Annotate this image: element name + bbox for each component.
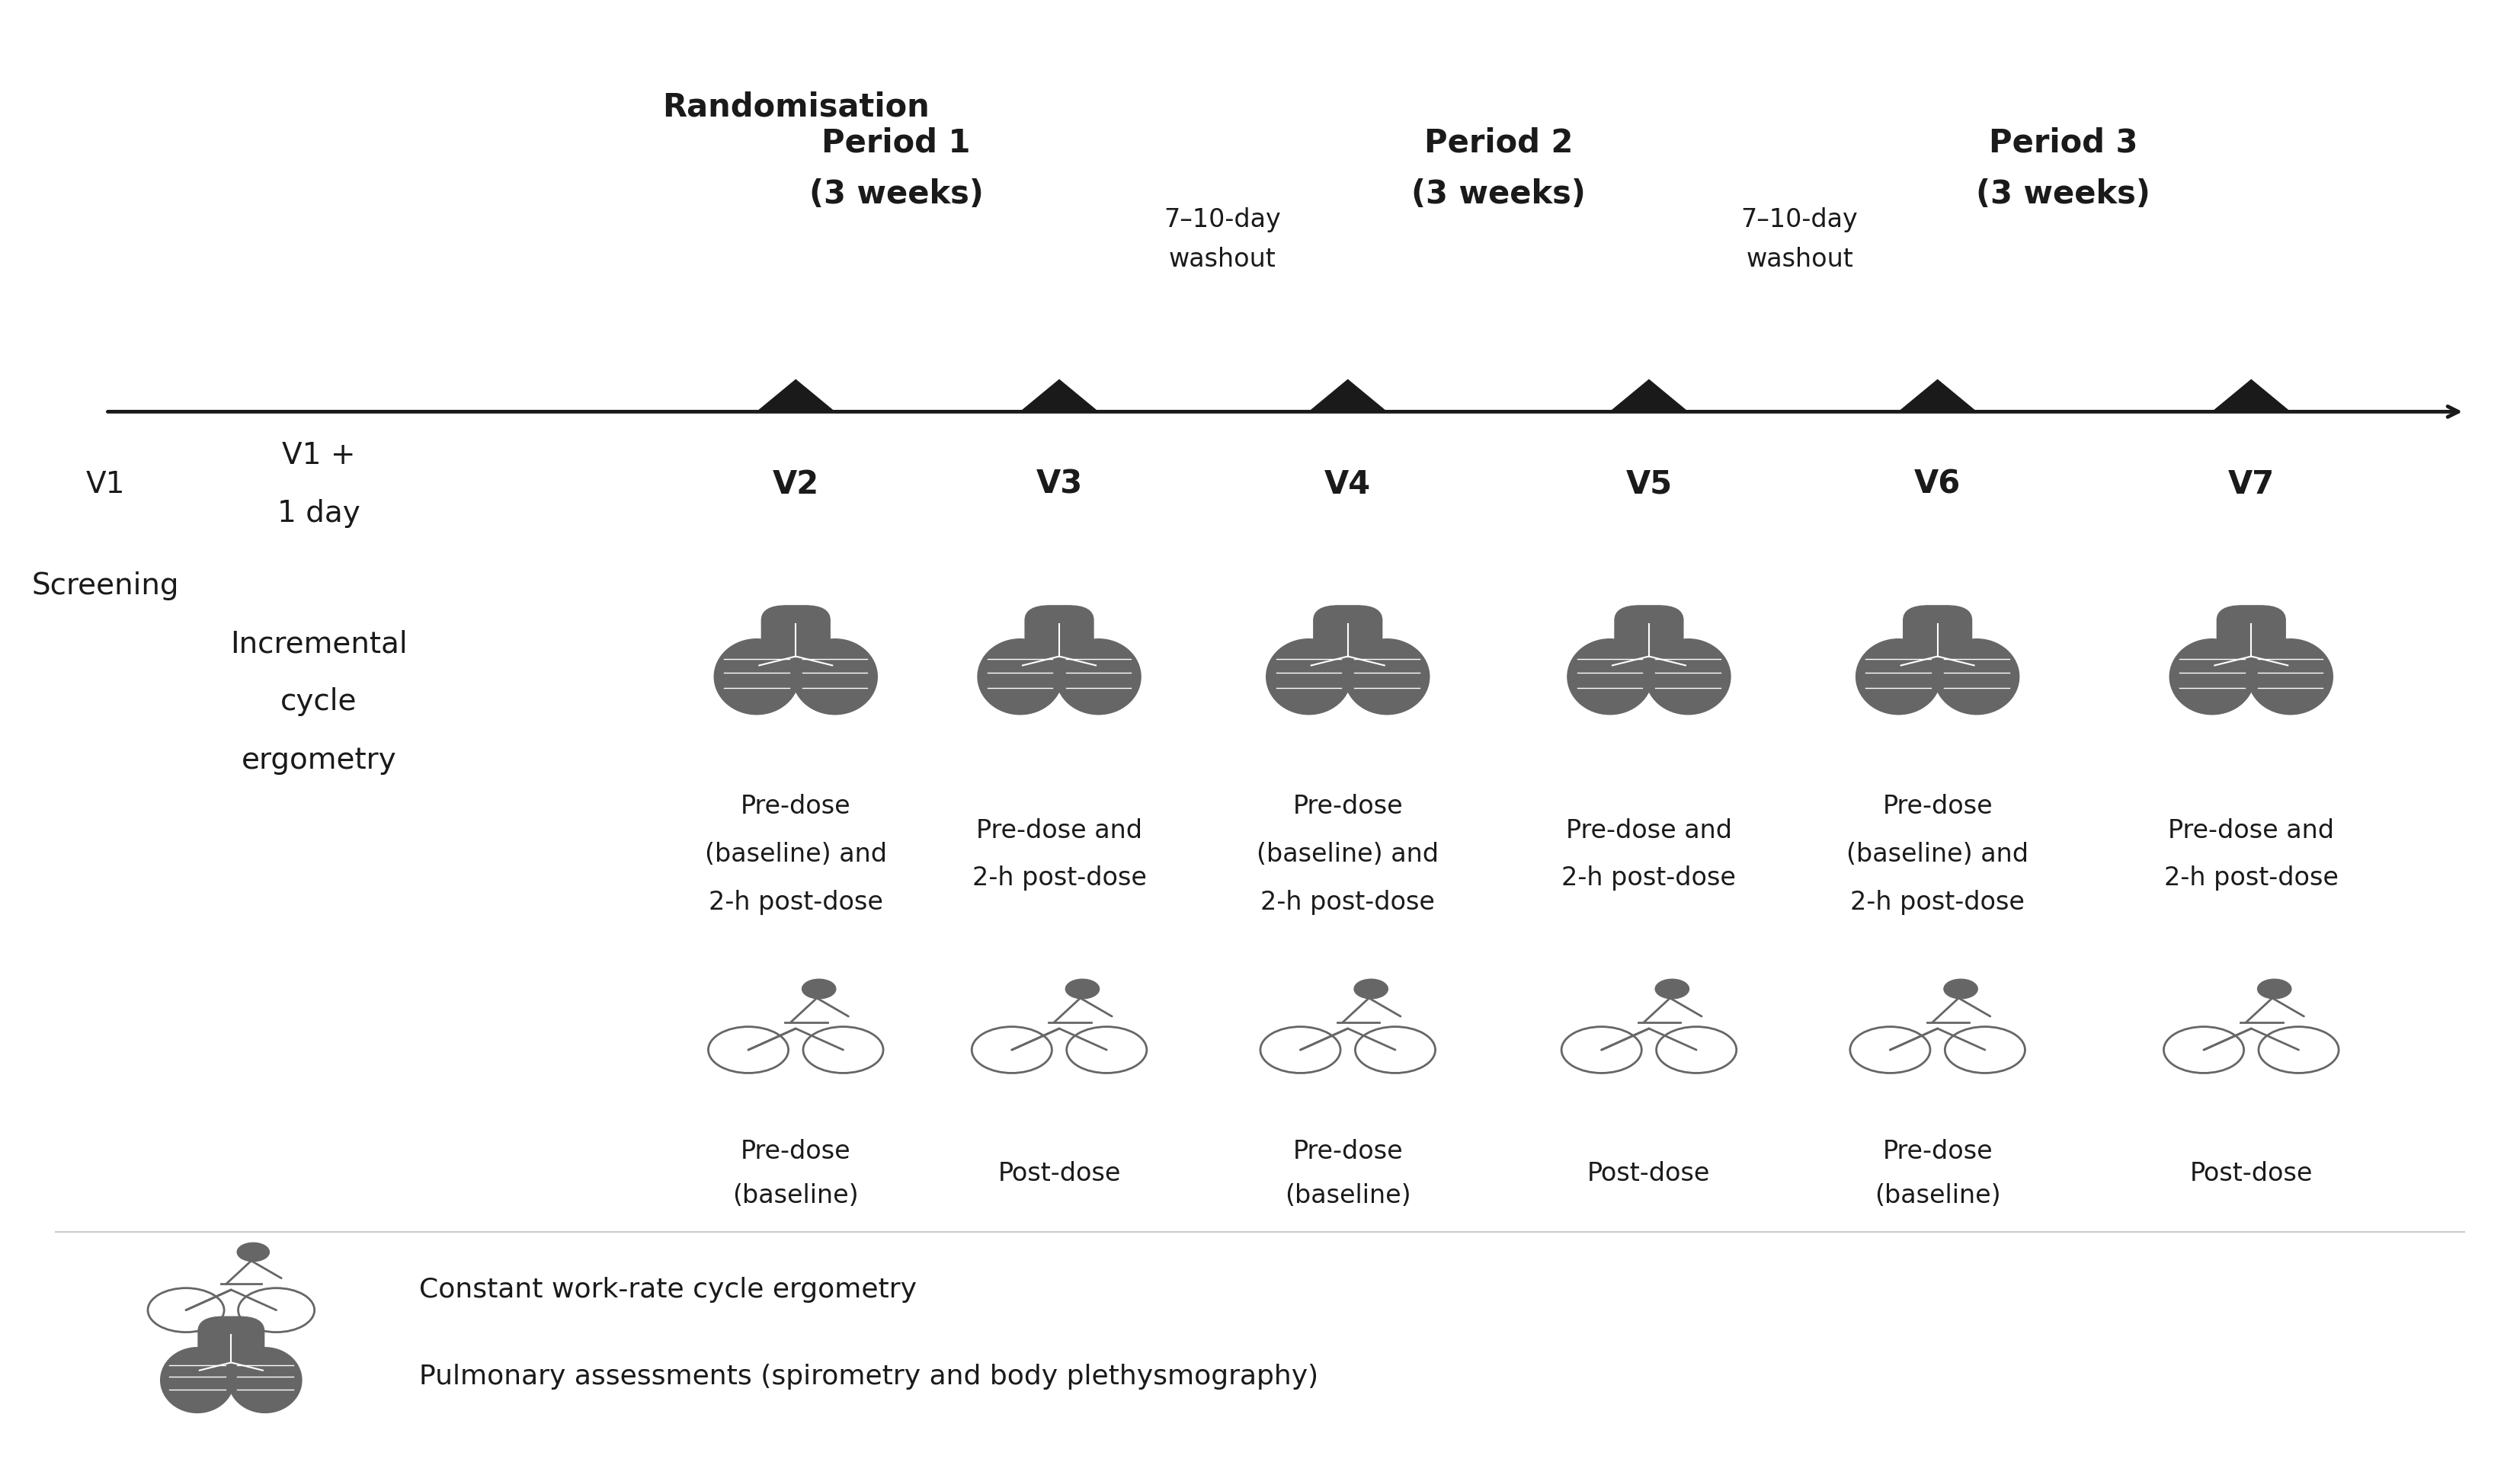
Text: washout: washout (1746, 247, 1852, 272)
Polygon shape (1610, 380, 1688, 412)
Circle shape (1943, 980, 1978, 999)
Text: Pre-dose and: Pre-dose and (2167, 817, 2334, 844)
Ellipse shape (229, 1348, 302, 1412)
Text: 2-h post-dose: 2-h post-dose (1260, 890, 1434, 915)
Text: V1: V1 (86, 469, 126, 499)
Text: (baseline) and: (baseline) and (1847, 842, 2029, 867)
Polygon shape (2213, 380, 2291, 412)
Text: V6: V6 (1915, 468, 1961, 500)
Circle shape (1656, 980, 1688, 999)
Text: Pre-dose and: Pre-dose and (975, 817, 1142, 844)
Ellipse shape (1857, 639, 1940, 715)
Text: Pre-dose: Pre-dose (1882, 1139, 1993, 1164)
Text: 1 day: 1 day (277, 499, 360, 528)
FancyBboxPatch shape (1903, 605, 1971, 673)
Text: Period 2: Period 2 (1424, 127, 1572, 159)
Text: V1 +: V1 + (282, 440, 355, 469)
Circle shape (1353, 980, 1389, 999)
Text: V3: V3 (1036, 468, 1084, 500)
Text: 2-h post-dose: 2-h post-dose (2165, 866, 2339, 890)
Text: Pulmonary assessments (spirometry and body plethysmography): Pulmonary assessments (spirometry and bo… (418, 1364, 1318, 1390)
Text: Post-dose: Post-dose (998, 1161, 1121, 1186)
Text: Randomisation: Randomisation (663, 91, 930, 123)
Polygon shape (1021, 380, 1099, 412)
Ellipse shape (978, 639, 1063, 715)
Ellipse shape (1646, 639, 1731, 715)
Text: (baseline): (baseline) (1285, 1183, 1411, 1208)
Text: Pre-dose: Pre-dose (741, 1139, 852, 1164)
Text: (baseline) and: (baseline) and (1257, 842, 1439, 867)
Text: 2-h post-dose: 2-h post-dose (973, 866, 1147, 890)
Text: Pre-dose: Pre-dose (1293, 794, 1404, 819)
Text: (baseline): (baseline) (733, 1183, 859, 1208)
FancyBboxPatch shape (1026, 605, 1094, 673)
Text: Incremental: Incremental (229, 630, 408, 658)
Text: cycle: cycle (280, 687, 358, 716)
Text: V2: V2 (774, 468, 819, 500)
Text: V7: V7 (2228, 468, 2276, 500)
Text: 2-h post-dose: 2-h post-dose (708, 890, 882, 915)
FancyBboxPatch shape (199, 1317, 265, 1379)
Ellipse shape (1935, 639, 2019, 715)
Text: 2-h post-dose: 2-h post-dose (1562, 866, 1736, 890)
FancyBboxPatch shape (2218, 605, 2286, 673)
Ellipse shape (2248, 639, 2334, 715)
Text: Pre-dose: Pre-dose (1293, 1139, 1404, 1164)
Text: Pre-dose: Pre-dose (1882, 794, 1993, 819)
Text: (baseline): (baseline) (1875, 1183, 2001, 1208)
Text: 2-h post-dose: 2-h post-dose (1850, 890, 2024, 915)
Polygon shape (756, 380, 834, 412)
Text: (baseline) and: (baseline) and (706, 842, 887, 867)
Ellipse shape (713, 639, 799, 715)
Text: V4: V4 (1326, 468, 1371, 500)
Ellipse shape (1056, 639, 1142, 715)
Text: Post-dose: Post-dose (2190, 1161, 2313, 1186)
Text: Period 3: Period 3 (1988, 127, 2137, 159)
Text: Screening: Screening (33, 572, 179, 601)
Text: 7–10-day: 7–10-day (1741, 208, 1857, 232)
Ellipse shape (161, 1348, 234, 1412)
Text: Pre-dose and: Pre-dose and (1565, 817, 1731, 844)
Ellipse shape (2170, 639, 2255, 715)
Text: Period 1: Period 1 (822, 127, 970, 159)
Ellipse shape (1346, 639, 1429, 715)
Text: (3 weeks): (3 weeks) (809, 178, 983, 211)
Text: (3 weeks): (3 weeks) (1411, 178, 1585, 211)
Text: Post-dose: Post-dose (1588, 1161, 1711, 1186)
Ellipse shape (1567, 639, 1653, 715)
Text: (3 weeks): (3 weeks) (1976, 178, 2150, 211)
FancyBboxPatch shape (761, 605, 829, 673)
Text: washout: washout (1169, 247, 1275, 272)
Circle shape (2258, 980, 2291, 999)
Polygon shape (1900, 380, 1976, 412)
Circle shape (1066, 980, 1099, 999)
Text: ergometry: ergometry (242, 746, 396, 775)
Circle shape (237, 1243, 270, 1262)
Text: 7–10-day: 7–10-day (1164, 208, 1280, 232)
FancyBboxPatch shape (1615, 605, 1683, 673)
Polygon shape (1310, 380, 1386, 412)
Text: Constant work-rate cycle ergometry: Constant work-rate cycle ergometry (418, 1276, 917, 1303)
Ellipse shape (791, 639, 877, 715)
Circle shape (801, 980, 837, 999)
FancyBboxPatch shape (1313, 605, 1381, 673)
Ellipse shape (1265, 639, 1351, 715)
Text: V5: V5 (1625, 468, 1673, 500)
Text: Pre-dose: Pre-dose (741, 794, 852, 819)
